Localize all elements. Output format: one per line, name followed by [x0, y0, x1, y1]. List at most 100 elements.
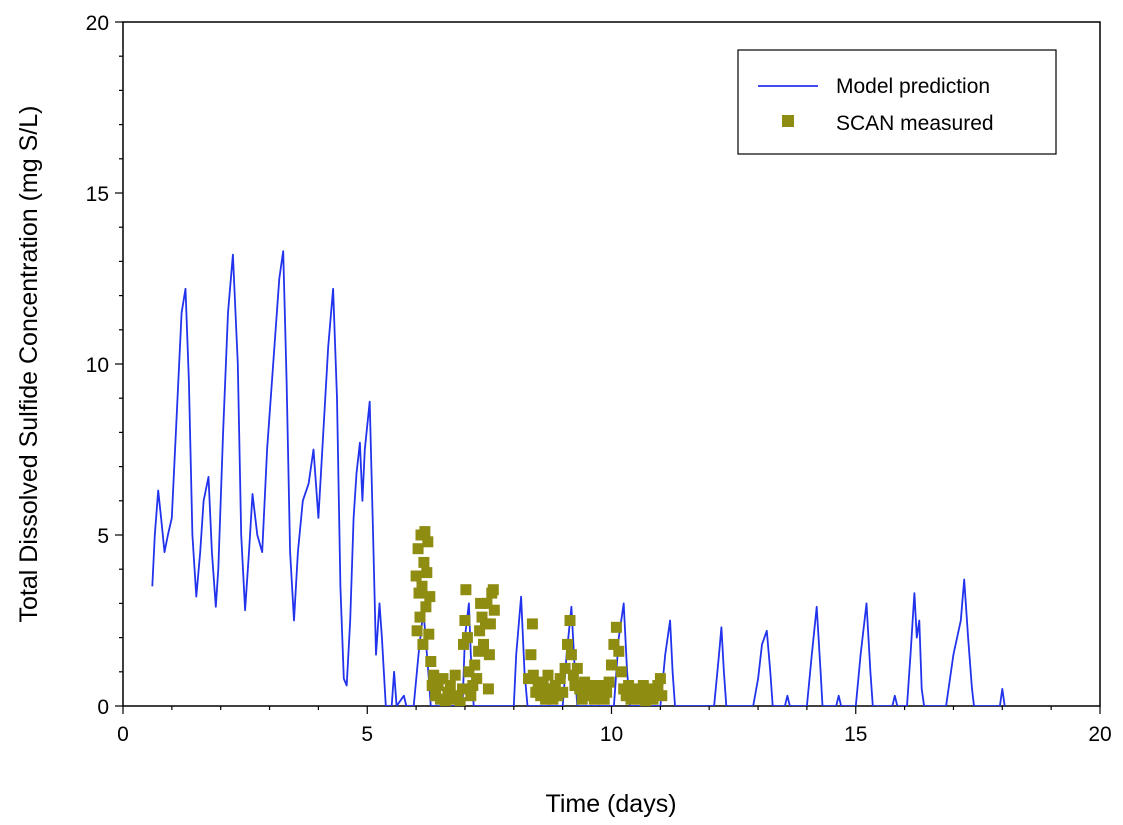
- data-point-scan-measured: [412, 543, 424, 555]
- x-tick-label: 0: [117, 723, 129, 746]
- data-point-scan-measured: [557, 686, 569, 698]
- data-point-scan-measured: [428, 669, 440, 681]
- data-point-scan-measured: [423, 628, 435, 640]
- data-point-scan-measured: [420, 601, 432, 613]
- data-point-scan-measured: [603, 676, 615, 688]
- data-point-scan-measured: [601, 686, 613, 698]
- data-point-scan-measured: [418, 556, 430, 568]
- data-point-scan-measured: [416, 580, 428, 592]
- data-point-scan-measured: [459, 615, 471, 626]
- data-point-scan-measured: [463, 666, 475, 678]
- y-tick-label: 5: [97, 525, 109, 548]
- data-point-scan-measured: [424, 591, 436, 603]
- legend-model-label: Model prediction: [836, 75, 990, 98]
- data-point-scan-measured: [454, 697, 466, 706]
- data-point-scan-measured: [554, 673, 566, 685]
- data-point-scan-measured: [647, 693, 659, 705]
- plot-area: [151, 250, 1006, 706]
- data-point-scan-measured: [559, 662, 571, 674]
- data-point-scan-measured: [542, 669, 554, 681]
- data-point-scan-measured: [457, 683, 468, 695]
- data-point-scan-measured: [475, 597, 487, 609]
- data-point-scan-measured: [632, 686, 644, 698]
- data-point-scan-measured: [488, 604, 500, 616]
- data-point-scan-measured: [442, 686, 454, 698]
- data-point-scan-measured: [610, 621, 622, 633]
- y-tick-label: 10: [86, 354, 109, 377]
- data-point-scan-measured: [549, 680, 561, 691]
- x-tick-label: 20: [1088, 723, 1111, 746]
- data-point-scan-measured: [432, 680, 444, 691]
- data-point-scan-measured: [444, 680, 456, 691]
- y-tick-label: 15: [86, 183, 109, 206]
- data-point-scan-measured: [576, 693, 588, 705]
- data-point-scan-measured: [487, 584, 499, 596]
- data-point-scan-measured: [413, 587, 425, 599]
- data-point-scan-measured: [410, 570, 422, 582]
- data-point-scan-measured: [640, 697, 652, 706]
- data-point-scan-measured: [439, 697, 451, 706]
- series-layer: [151, 250, 1006, 706]
- y-tick-label: 20: [86, 12, 109, 35]
- data-point-scan-measured: [452, 690, 464, 702]
- data-point-scan-measured: [527, 669, 539, 681]
- data-point-scan-measured: [606, 659, 617, 671]
- data-point-scan-measured: [537, 680, 549, 691]
- legend-measured-label: SCAN measured: [836, 112, 994, 135]
- axes: 0 5 10 15 20 0 5 10 15 20: [86, 12, 1112, 746]
- data-point-scan-measured: [615, 666, 627, 678]
- data-point-scan-measured: [473, 645, 485, 657]
- data-point-scan-measured: [596, 680, 608, 691]
- data-point-scan-measured: [471, 673, 483, 685]
- data-point-scan-measured: [417, 638, 429, 650]
- data-point-scan-measured: [613, 645, 625, 657]
- data-point-scan-measured: [526, 618, 538, 630]
- data-point-scan-measured: [437, 673, 449, 685]
- data-point-scan-measured: [482, 683, 494, 695]
- data-point-scan-measured: [656, 690, 668, 702]
- data-point-scan-measured: [461, 632, 473, 644]
- series-line-model-prediction: [151, 250, 1006, 706]
- data-point-scan-measured: [650, 686, 661, 698]
- data-point-scan-measured: [540, 693, 552, 705]
- data-point-scan-measured: [654, 673, 666, 685]
- data-point-scan-measured: [414, 611, 426, 623]
- x-axis-title: Time (days): [545, 790, 676, 818]
- data-point-scan-measured: [465, 690, 477, 702]
- data-point-scan-measured: [474, 625, 486, 637]
- data-point-scan-measured: [637, 680, 649, 691]
- data-point-scan-measured: [481, 597, 493, 609]
- data-point-scan-measured: [571, 662, 583, 674]
- legend: Model prediction SCAN measured: [737, 49, 1057, 155]
- data-point-scan-measured: [422, 536, 434, 548]
- data-point-scan-measured: [483, 649, 495, 661]
- y-axis-title: Total Dissolved Sulfide Concentration (m…: [15, 106, 43, 623]
- data-point-scan-measured: [652, 680, 664, 691]
- x-tick-label: 15: [844, 723, 867, 746]
- data-point-scan-measured: [419, 526, 431, 538]
- data-point-scan-measured: [564, 615, 576, 626]
- data-point-scan-measured: [525, 649, 537, 661]
- data-point-scan-measured: [565, 649, 577, 661]
- data-point-scan-measured: [608, 638, 620, 650]
- data-point-scan-measured: [478, 638, 489, 650]
- data-point-scan-measured: [460, 584, 472, 596]
- data-point-scan-measured: [469, 659, 481, 671]
- data-point-scan-measured: [562, 638, 573, 650]
- data-point-scan-measured: [484, 618, 496, 630]
- data-point-scan-measured: [426, 680, 438, 691]
- data-point-scan-measured: [421, 567, 433, 579]
- data-point-scan-measured: [579, 676, 591, 688]
- data-point-scan-measured: [476, 611, 488, 623]
- x-tick-label: 5: [361, 723, 373, 746]
- data-point-scan-measured: [449, 669, 461, 681]
- data-point-scan-measured: [467, 680, 479, 691]
- data-point-scan-measured: [567, 669, 579, 681]
- legend-box: [737, 49, 1057, 155]
- x-tick-label: 10: [600, 723, 623, 746]
- data-point-scan-measured: [411, 625, 423, 637]
- data-point-scan-measured: [598, 693, 610, 705]
- data-point-scan-measured: [458, 638, 469, 650]
- legend-measured-swatch: [782, 115, 794, 127]
